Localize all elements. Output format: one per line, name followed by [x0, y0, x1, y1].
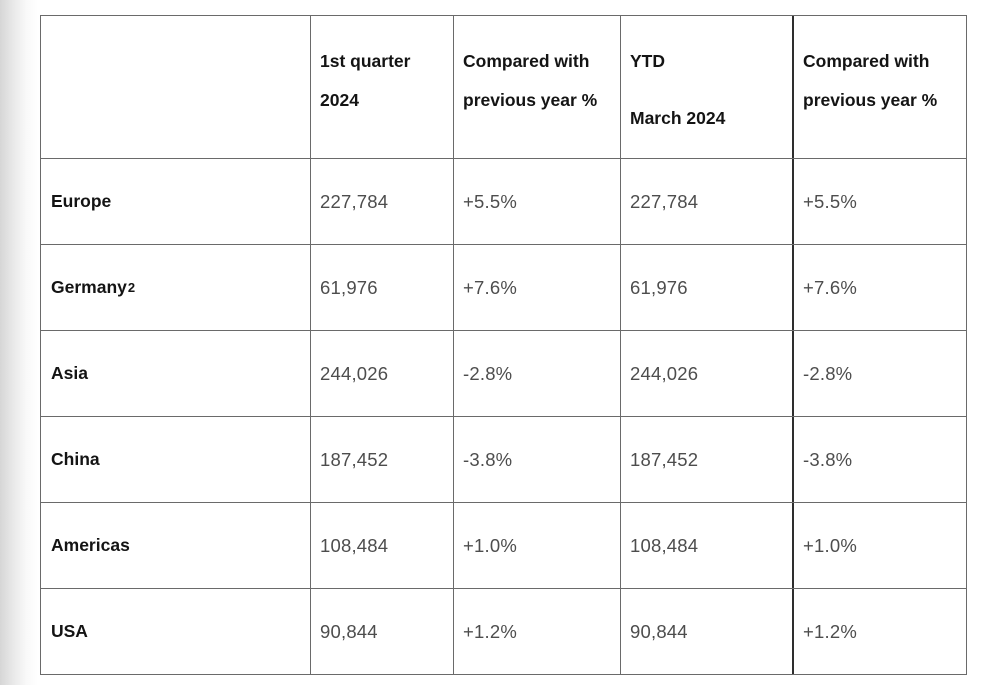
q1-change-value: +1.2%: [454, 589, 621, 674]
table-header-row: 1st quarter 2024 Compared with previous …: [41, 16, 966, 158]
ytd-change-value: -2.8%: [794, 331, 966, 416]
header-ytd-line1: YTD: [630, 42, 786, 81]
q1-change-value: +7.6%: [454, 245, 621, 330]
header-cell-region: [41, 16, 311, 158]
q1-change-value: +1.0%: [454, 503, 621, 588]
region-name: Europe: [51, 191, 111, 212]
ytd-change-value: +1.2%: [794, 589, 966, 674]
table-row-americas: Americas 108,484 +1.0% 108,484 +1.0%: [41, 502, 966, 588]
q1-change-value: -2.8%: [454, 331, 621, 416]
table-row-europe: Europe 227,784 +5.5% 227,784 +5.5%: [41, 158, 966, 244]
header-ytd-line2: March 2024: [630, 99, 786, 138]
q1-value: 90,844: [311, 589, 454, 674]
table-row-china: China 187,452 -3.8% 187,452 -3.8%: [41, 416, 966, 502]
region-label: Americas: [41, 503, 311, 588]
ytd-value: 90,844: [621, 589, 794, 674]
region-label: China: [41, 417, 311, 502]
region-label: Asia: [41, 331, 311, 416]
q1-value: 227,784: [311, 159, 454, 244]
q1-value: 108,484: [311, 503, 454, 588]
ytd-value: 61,976: [621, 245, 794, 330]
q1-change-value: +5.5%: [454, 159, 621, 244]
ytd-change-value: -3.8%: [794, 417, 966, 502]
table-row-germany: Germany2 61,976 +7.6% 61,976 +7.6%: [41, 244, 966, 330]
header-cell-ytd: YTD March 2024: [621, 16, 794, 158]
region-label: Europe: [41, 159, 311, 244]
ytd-value: 244,026: [621, 331, 794, 416]
table-row-asia: Asia 244,026 -2.8% 244,026 -2.8%: [41, 330, 966, 416]
q1-value: 187,452: [311, 417, 454, 502]
region-name: Americas: [51, 535, 130, 556]
deliveries-table: 1st quarter 2024 Compared with previous …: [40, 15, 967, 675]
ytd-change-value: +7.6%: [794, 245, 966, 330]
region-name: Germany: [51, 277, 127, 298]
q1-change-value: -3.8%: [454, 417, 621, 502]
ytd-value: 227,784: [621, 159, 794, 244]
region-name: China: [51, 449, 100, 470]
region-label: USA: [41, 589, 311, 674]
region-name: Asia: [51, 363, 88, 384]
ytd-value: 108,484: [621, 503, 794, 588]
ytd-change-value: +5.5%: [794, 159, 966, 244]
region-name: USA: [51, 621, 88, 642]
page-edge-shadow: [0, 0, 38, 685]
ytd-value: 187,452: [621, 417, 794, 502]
ytd-change-value: +1.0%: [794, 503, 966, 588]
header-cell-1st-quarter: 1st quarter 2024: [311, 16, 454, 158]
header-cell-compared-ytd: Compared with previous year %: [794, 16, 966, 158]
q1-value: 244,026: [311, 331, 454, 416]
header-cell-compared-q1: Compared with previous year %: [454, 16, 621, 158]
q1-value: 61,976: [311, 245, 454, 330]
region-label: Germany2: [41, 245, 311, 330]
table-row-usa: USA 90,844 +1.2% 90,844 +1.2%: [41, 588, 966, 674]
